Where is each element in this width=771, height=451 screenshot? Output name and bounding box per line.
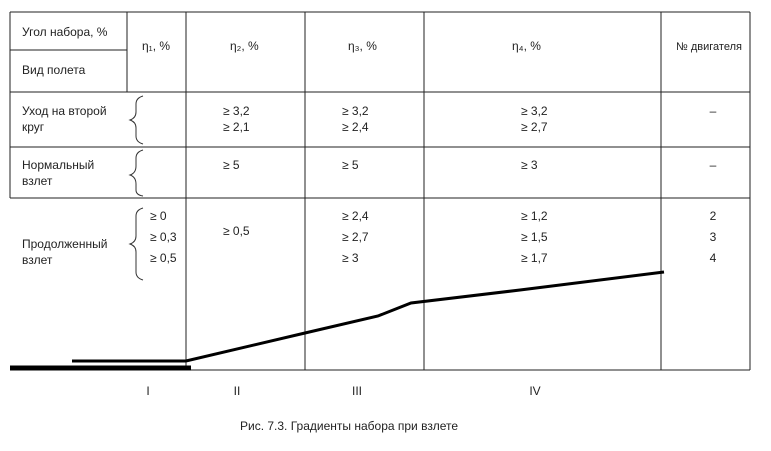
braces: [128, 95, 144, 281]
header-eta3: η₃, %: [348, 39, 377, 53]
cell-text: ≥ 3,2: [223, 104, 250, 118]
cell-text: –: [710, 158, 717, 172]
header-engines: № двигателя: [676, 41, 742, 53]
row-label: взлет: [22, 253, 53, 267]
cell-text: ≥ 5: [342, 158, 359, 172]
table-grid: [9, 11, 751, 371]
cell-text: 4: [710, 251, 717, 265]
header-eta1: η₁, %: [142, 39, 170, 53]
segment-label: II: [234, 384, 241, 398]
cell-text: ≥ 0,5: [150, 251, 177, 265]
cell-text: ≥ 0,3: [150, 230, 177, 244]
cell-text: ≥ 3: [521, 158, 538, 172]
cell-text: –: [710, 104, 717, 118]
cell-text: ≥ 0,5: [223, 224, 250, 238]
cell-text: ≥ 3,2: [342, 104, 369, 118]
row-label: круг: [22, 120, 45, 134]
row-label: Уход на второй: [22, 104, 107, 118]
cell-text: ≥ 2,7: [342, 230, 369, 244]
cell-text: 2: [710, 209, 717, 223]
cell-text: ≥ 2,7: [521, 120, 548, 134]
header-eta2: η₂, %: [230, 39, 259, 53]
segment-label: III: [352, 384, 362, 398]
segment-label: I: [146, 384, 149, 398]
cell-text: ≥ 0: [150, 209, 167, 223]
cell-text: ≥ 1,7: [521, 251, 548, 265]
cell-text: ≥ 5: [223, 158, 240, 172]
cell-text: ≥ 3,2: [521, 104, 548, 118]
climb-profile: [72, 270, 665, 363]
row-label: Продолженный: [22, 237, 107, 251]
caption: Рис. 7.3. Градиенты набора при взлете: [240, 419, 458, 433]
cell-text: ≥ 1,2: [521, 209, 548, 223]
segment-label: IV: [529, 384, 540, 398]
cell-text: ≥ 2,4: [342, 120, 369, 134]
header-flight: Вид полета: [22, 63, 86, 77]
header-eta4: η₄, %: [512, 39, 541, 53]
cell-text: ≥ 2,1: [223, 120, 250, 134]
cell-text: ≥ 3: [342, 251, 359, 265]
cell-text: 3: [710, 230, 717, 244]
texts: Угол набора, % Вид полета η₁, % η₂, % η₃…: [22, 25, 742, 433]
row-label: взлет: [22, 174, 53, 188]
header-angle: Угол набора, %: [22, 25, 108, 39]
cell-text: ≥ 1,5: [521, 230, 548, 244]
row-label: Нормальный: [22, 158, 94, 172]
cell-text: ≥ 2,4: [342, 209, 369, 223]
